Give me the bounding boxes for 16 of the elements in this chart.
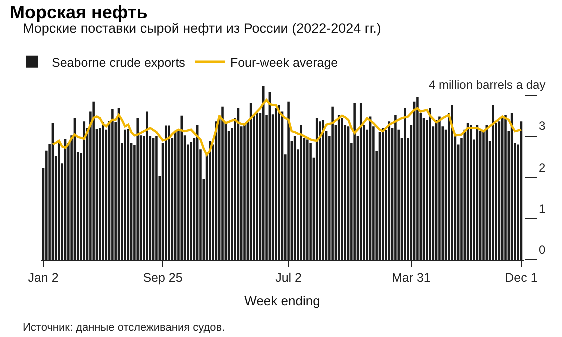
y-tick-label: 4 million barrels a day [429,78,546,92]
chart-subtitle: Морские поставки сырой нефти из России (2022-2024 гг.) [23,21,382,36]
y-tick-label: 2 [539,161,546,175]
chart-title: Морская нефть [10,2,148,23]
text: Источник: данные отслеживания судов. [23,322,226,334]
legend-label: Seaborne crude exports [52,56,186,70]
y-tick-label: 3 [539,119,546,133]
y-tick-label: 1 [539,202,546,216]
x-tick-label: Mar 31 [392,271,431,285]
y-tick-label: 0 [539,243,546,257]
x-axis-title: Week ending [244,294,320,309]
x-tick-label: Sep 25 [143,271,183,285]
x-tick-label: Jul 2 [276,271,302,285]
x-tick-label: Dec 1 [505,271,538,285]
legend-label: Four-week average [230,56,338,70]
x-tick-label: Jan 2 [28,271,59,285]
